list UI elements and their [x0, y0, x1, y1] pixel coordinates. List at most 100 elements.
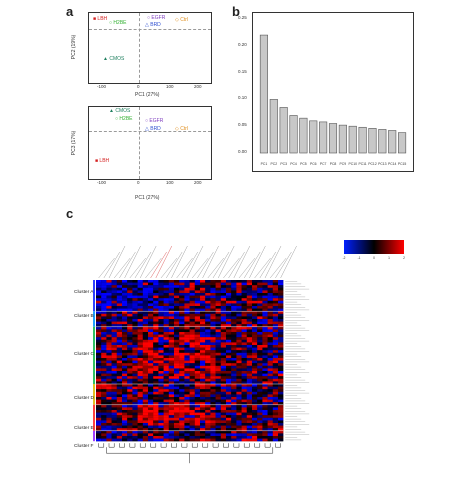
heatmap-cell — [246, 321, 253, 325]
heatmap-cell — [148, 376, 154, 379]
heatmap-cell — [179, 360, 185, 364]
heatmap-cell — [267, 368, 273, 372]
heatmap-cell — [231, 355, 237, 359]
column-label — [259, 251, 276, 279]
heatmap-cell — [96, 319, 102, 322]
heatmap-cell — [174, 412, 180, 416]
heatmap-cell — [241, 355, 247, 359]
heatmap-cell — [137, 332, 143, 335]
heatmap-cell — [122, 319, 128, 322]
heatmap-cell — [106, 334, 112, 338]
pca-top-xtick-4: 200 — [194, 84, 202, 89]
heatmap-cell — [96, 306, 102, 309]
heatmap-cell — [127, 300, 133, 304]
heatmap-cell — [257, 293, 263, 296]
heatmap-cell — [179, 300, 185, 304]
heatmap-cell — [257, 433, 263, 437]
heatmap-cell — [122, 399, 128, 403]
heatmap-cell — [106, 321, 112, 325]
bar-pc5 — [299, 117, 308, 154]
heatmap-cell — [210, 402, 216, 405]
heatmap-cell — [132, 290, 138, 294]
heatmap-cell — [127, 423, 133, 426]
heatmap-cell — [179, 339, 185, 343]
heatmap-cell — [267, 404, 273, 408]
heatmap-cell — [142, 350, 149, 353]
heatmap-cell — [148, 313, 154, 317]
heatmap-cell — [116, 319, 123, 322]
heatmap-cell — [148, 402, 154, 405]
heatmap-cell — [252, 311, 258, 314]
heatmap-cell — [220, 298, 227, 301]
heatmap-cell — [168, 298, 175, 301]
heatmap-cell — [106, 433, 112, 437]
heatmap-cell — [231, 423, 237, 426]
heatmap-cell — [278, 298, 284, 301]
heatmap-cell — [101, 412, 107, 416]
heatmap-cell — [272, 311, 279, 314]
heatmap-cell — [96, 415, 102, 418]
heatmap-cell — [142, 365, 149, 369]
heatmap-cell — [168, 345, 175, 348]
heatmap-cell — [252, 295, 258, 299]
heatmap-cell — [257, 345, 263, 348]
heatmap-cell — [257, 311, 263, 314]
heatmap-cell — [220, 386, 227, 390]
heatmap-cell — [210, 282, 216, 286]
heatmap-cell — [194, 347, 201, 351]
heatmap-cell — [236, 303, 242, 307]
heatmap-cell — [200, 360, 206, 364]
heatmap-cell — [194, 386, 201, 390]
heatmap-cell — [200, 415, 206, 418]
heatmap-cell — [142, 352, 149, 356]
heatmap-cell — [272, 319, 279, 322]
heatmap-cell — [246, 300, 253, 304]
heatmap-cell — [246, 399, 253, 403]
heatmap-cell — [278, 285, 284, 288]
heatmap-cell — [205, 334, 211, 338]
heatmap-cell — [252, 358, 258, 361]
heatmap-cell — [168, 428, 175, 431]
heatmap-cell — [189, 332, 195, 335]
heatmap-cell — [116, 368, 123, 372]
heatmap-cell — [101, 347, 107, 351]
legend-tick: -1 — [358, 256, 361, 260]
heatmap-cell — [137, 371, 143, 374]
heatmap-cell — [96, 332, 102, 335]
heatmap-cell — [220, 313, 227, 317]
heatmap-cell — [210, 329, 216, 333]
heatmap-cell — [252, 347, 258, 351]
heatmap-cell — [215, 438, 221, 442]
heatmap-cell — [137, 404, 143, 408]
heatmap-cell — [106, 415, 112, 418]
heatmap-cell — [215, 282, 221, 286]
heatmap-cell — [132, 402, 138, 405]
heatmap-cell — [189, 321, 195, 325]
heatmap-cell — [226, 303, 232, 307]
heatmap-cell — [215, 316, 221, 320]
heatmap-cell — [236, 397, 242, 400]
heatmap-cell — [132, 347, 138, 351]
heatmap-cell — [153, 360, 159, 364]
heatmap-cell — [148, 321, 154, 325]
heatmap-cell — [241, 430, 247, 434]
heatmap-cell — [163, 389, 169, 392]
cluster-color-bar — [93, 311, 95, 327]
heatmap-cell — [163, 319, 169, 322]
heatmap-cell — [101, 428, 107, 431]
heatmap-cell — [226, 355, 232, 359]
heatmap-cell — [215, 319, 221, 322]
heatmap-cell — [267, 355, 273, 359]
heatmap-cell — [226, 316, 232, 320]
heatmap-cell — [122, 355, 128, 359]
heatmap-cell — [96, 303, 102, 307]
heatmap-cell — [163, 298, 169, 301]
heatmap-cell — [205, 430, 211, 434]
heatmap-cell — [137, 389, 143, 392]
bar-xtick-pc9: PC9 — [340, 162, 347, 166]
heatmap-cell — [220, 358, 227, 361]
heatmap-cell — [231, 404, 237, 408]
heatmap-cell — [210, 404, 216, 408]
heatmap-cell — [179, 293, 185, 296]
heatmap-cell — [189, 303, 195, 307]
